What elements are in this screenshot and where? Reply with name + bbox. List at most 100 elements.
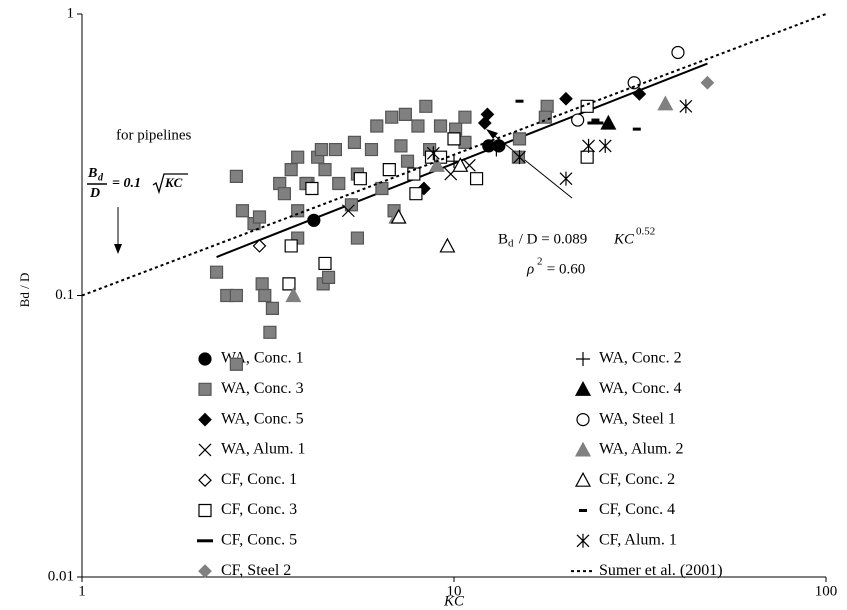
y-axis-label: Bd / D	[17, 273, 32, 308]
point	[265, 301, 280, 315]
point	[347, 135, 362, 149]
legend-label: CF, Conc. 3	[221, 501, 297, 518]
point	[700, 75, 715, 90]
legend-marker	[198, 443, 212, 457]
legend-label: WA, Steel 1	[599, 410, 676, 427]
point	[375, 181, 389, 196]
point	[277, 187, 291, 201]
legend-label: CF, Conc. 5	[221, 531, 297, 548]
point	[458, 110, 472, 124]
point	[400, 154, 415, 168]
fit-rhs: / D = 0.089	[515, 231, 591, 247]
point	[285, 287, 302, 303]
point	[344, 198, 359, 212]
legend-marker	[576, 352, 590, 366]
point	[657, 95, 674, 111]
point	[428, 157, 445, 172]
arrow-head	[486, 129, 498, 139]
point	[540, 99, 554, 113]
r2-exponent: 2	[537, 256, 543, 268]
fit-variable: KC	[613, 231, 635, 247]
legend-marker	[576, 533, 590, 548]
point	[489, 142, 504, 157]
point	[385, 110, 399, 124]
point	[469, 172, 484, 186]
legend-marker	[198, 382, 212, 396]
reference-line	[81, 13, 827, 297]
point	[291, 150, 305, 164]
point	[512, 132, 527, 146]
formula-numerator-sub: d	[98, 172, 104, 183]
legend-marker	[198, 352, 212, 366]
y-tick-label: 1	[67, 5, 75, 21]
point	[598, 138, 612, 153]
legend-marker	[576, 413, 590, 427]
point	[252, 210, 267, 224]
legend-label: WA, Conc. 2	[599, 350, 682, 367]
point	[580, 150, 594, 164]
point	[258, 288, 272, 303]
point	[452, 157, 469, 172]
point	[255, 277, 269, 291]
y-tick-label: 0.1	[55, 287, 74, 303]
legend-label: WA, Conc. 4	[599, 380, 682, 397]
point	[477, 116, 492, 130]
point	[398, 107, 412, 121]
point	[353, 172, 367, 186]
point	[390, 208, 407, 224]
fit-label: B d / D = 0.089 KC 0.52	[498, 226, 655, 250]
r2-rhs: = 0.60	[543, 261, 585, 277]
legend-marker	[198, 503, 212, 518]
point	[582, 138, 595, 153]
point	[229, 169, 243, 183]
point	[318, 163, 332, 177]
x-tick-label: 100	[815, 583, 838, 599]
point	[332, 176, 346, 191]
point	[671, 45, 685, 60]
formula-denominator: D	[89, 186, 100, 201]
fit-lhs-sub: d	[508, 238, 514, 250]
legend-marker	[198, 412, 212, 427]
pipeline-note: for pipelines	[116, 127, 192, 143]
point	[318, 256, 332, 271]
x-axis-label: KC	[443, 593, 465, 609]
formula-numerator: B	[87, 166, 97, 181]
legend-label: CF, Alum. 1	[599, 531, 677, 548]
legend-label: Sumer et al. (2001)	[599, 562, 723, 579]
point	[559, 171, 573, 186]
point	[513, 150, 526, 165]
legend-label: WA, Alum. 1	[221, 441, 305, 458]
fit-lhs: B	[498, 231, 508, 247]
legend-label: CF, Conc. 2	[599, 471, 675, 488]
legend-label: CF, Conc. 1	[221, 471, 297, 488]
point	[350, 231, 365, 245]
legend-marker	[198, 473, 212, 488]
point	[229, 357, 243, 371]
legend-marker	[198, 564, 212, 578]
x-tick-label: 1	[78, 583, 86, 599]
point	[291, 204, 305, 218]
x-tick-label: 10	[447, 583, 462, 599]
r2-label: ρ 2 = 0.60	[526, 256, 585, 278]
point	[449, 122, 463, 136]
legend-label: CF, Conc. 4	[599, 501, 675, 518]
point	[409, 187, 423, 201]
point	[417, 181, 431, 196]
legend-label: WA, Alum. 2	[599, 441, 683, 458]
point	[439, 237, 456, 253]
legend-marker	[574, 471, 592, 487]
point	[370, 119, 384, 133]
point	[426, 146, 440, 161]
point	[382, 163, 396, 177]
point	[571, 113, 585, 127]
point	[419, 99, 433, 113]
legend-marker	[574, 381, 592, 396]
point	[679, 99, 693, 114]
point	[407, 167, 421, 181]
point	[314, 142, 328, 157]
point	[433, 119, 448, 133]
fit-exponent: 0.52	[636, 226, 655, 238]
arrow-head	[114, 244, 122, 254]
point	[284, 163, 298, 177]
